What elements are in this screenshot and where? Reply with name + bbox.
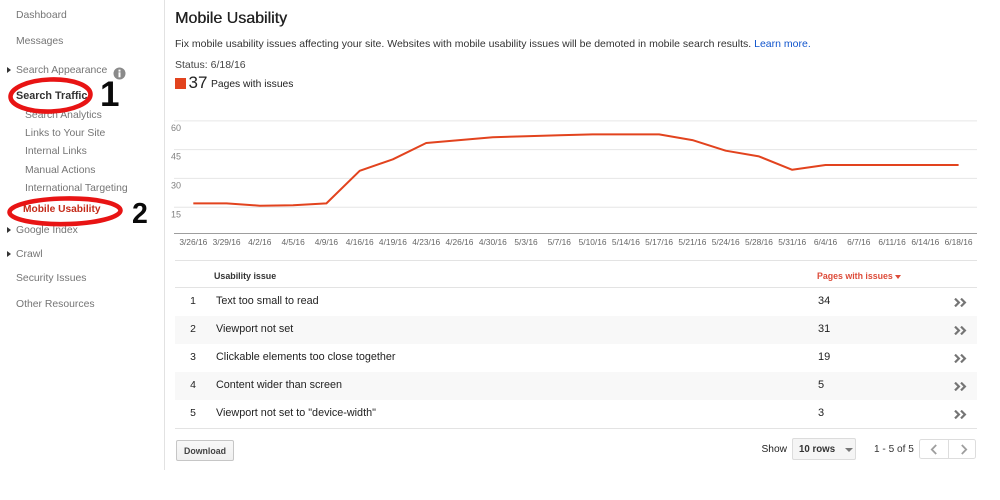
svg-text:6/18/16: 6/18/16 <box>945 237 973 247</box>
svg-text:6/7/16: 6/7/16 <box>847 237 871 247</box>
svg-text:5/28/16: 5/28/16 <box>745 237 773 247</box>
svg-text:4/26/16: 4/26/16 <box>446 237 474 247</box>
svg-text:5/3/16: 5/3/16 <box>514 237 538 247</box>
svg-text:5/31/16: 5/31/16 <box>778 237 806 247</box>
svg-text:4/9/16: 4/9/16 <box>315 237 339 247</box>
svg-text:3/29/16: 3/29/16 <box>213 237 241 247</box>
svg-text:5/7/16: 5/7/16 <box>548 237 572 247</box>
svg-text:6/14/16: 6/14/16 <box>911 237 939 247</box>
svg-text:5/17/16: 5/17/16 <box>645 237 673 247</box>
svg-text:5/21/16: 5/21/16 <box>678 237 706 247</box>
svg-text:5/24/16: 5/24/16 <box>712 237 740 247</box>
svg-text:4/5/16: 4/5/16 <box>281 237 305 247</box>
svg-text:4/30/16: 4/30/16 <box>479 237 507 247</box>
svg-text:6/4/16: 6/4/16 <box>814 237 838 247</box>
svg-text:4/19/16: 4/19/16 <box>379 237 407 247</box>
svg-text:3/26/16: 3/26/16 <box>179 237 207 247</box>
svg-text:45: 45 <box>171 152 181 162</box>
svg-text:15: 15 <box>171 209 181 219</box>
svg-text:5/10/16: 5/10/16 <box>579 237 607 247</box>
svg-text:4/16/16: 4/16/16 <box>346 237 374 247</box>
svg-text:4/23/16: 4/23/16 <box>412 237 440 247</box>
svg-text:6/11/16: 6/11/16 <box>878 237 906 247</box>
svg-text:60: 60 <box>171 123 181 133</box>
svg-text:4/2/16: 4/2/16 <box>248 237 272 247</box>
svg-text:5/14/16: 5/14/16 <box>612 237 640 247</box>
svg-text:30: 30 <box>171 181 181 191</box>
